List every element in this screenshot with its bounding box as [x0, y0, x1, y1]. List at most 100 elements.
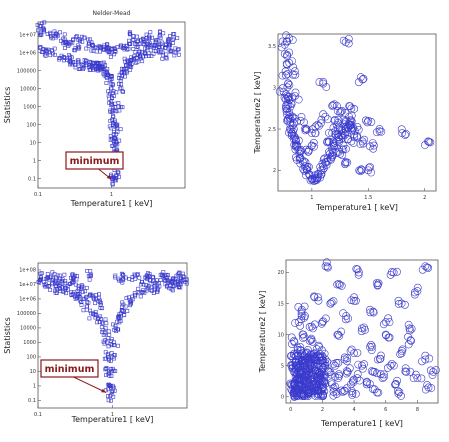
data-point-overplot — [180, 279, 185, 283]
data-point — [394, 389, 403, 398]
data-point-overplot — [89, 60, 94, 65]
data-point-overplot — [153, 280, 158, 285]
data-point-overplot — [317, 119, 325, 128]
data-point-overplot — [94, 49, 99, 54]
data-point — [144, 32, 149, 37]
data-point-overplot — [172, 32, 177, 36]
data-point-overplot — [421, 351, 430, 360]
data-point-overplot — [73, 273, 77, 278]
chart-panel-4: 0 2 4 6 8 0 5 10 15 20 Temperature1 [ keV] Temperat… — [258, 258, 440, 428]
data-point-overplot — [283, 52, 292, 60]
data-point-overplot — [87, 277, 92, 282]
data-point-overplot — [287, 340, 296, 348]
data-point-overplot — [120, 308, 125, 313]
data-point-overplot — [383, 363, 392, 372]
data-point-overplot — [86, 273, 91, 278]
data-point-overplot — [112, 388, 117, 393]
data-point-overplot — [373, 388, 381, 397]
y-tick-label: 2 — [273, 168, 276, 174]
data-point-overplot — [177, 271, 181, 276]
data-point-overplot — [98, 314, 103, 319]
x-tick-label: 0.1 — [34, 412, 42, 418]
data-point-overplot — [121, 309, 126, 314]
data-point-overplot — [305, 145, 314, 154]
data-point-overplot — [393, 387, 402, 395]
data-point-overplot — [335, 370, 343, 379]
data-point-overplot — [151, 51, 156, 56]
data-point-overplot — [334, 118, 342, 127]
data-point-overplot — [347, 111, 356, 120]
data-point-overplot — [105, 394, 110, 399]
data-point-overplot — [353, 123, 362, 131]
data-point-overplot — [52, 52, 57, 57]
data-point-overplot — [108, 119, 113, 123]
data-point-overplot — [353, 370, 362, 379]
data-point-overplot — [109, 73, 114, 78]
data-point-overplot — [98, 44, 102, 49]
data-point-overplot — [109, 103, 114, 108]
data-point-overplot — [133, 42, 137, 46]
data-point-overplot — [128, 32, 132, 37]
x-tick-label: 0.1 — [34, 192, 42, 198]
data-point-overplot — [115, 319, 119, 324]
data-point-overplot — [423, 381, 432, 389]
data-point-overplot — [103, 317, 108, 322]
annotation-text: minimum — [45, 364, 95, 375]
y-tick-label: 1e+06 — [19, 297, 36, 303]
data-point-overplot — [322, 258, 331, 267]
data-point — [386, 361, 395, 370]
data-point-overplot — [334, 359, 343, 367]
data-point-overplot — [57, 273, 62, 278]
data-point-overplot — [45, 272, 50, 276]
data-point-overplot — [297, 357, 306, 366]
data-point-overplot — [319, 391, 327, 400]
data-point-overplot — [77, 291, 82, 296]
data-point-overplot — [166, 38, 171, 43]
data-point-overplot — [367, 168, 376, 177]
data-point-overplot — [294, 303, 303, 311]
data-point-overplot — [314, 296, 323, 305]
data-points — [35, 20, 181, 187]
data-point-overplot — [315, 78, 324, 86]
data-point-overplot — [293, 351, 302, 360]
data-points — [36, 268, 189, 403]
data-point-overplot — [291, 140, 300, 149]
data-point-overplot — [314, 122, 323, 130]
data-point-overplot — [141, 288, 146, 293]
data-point-overplot — [102, 341, 107, 346]
data-point-overplot — [421, 141, 429, 149]
data-point-overplot — [112, 46, 117, 51]
data-point-overplot — [397, 125, 406, 134]
data-point-overplot — [389, 361, 398, 370]
data-point-overplot — [320, 154, 329, 163]
data-point-overplot — [329, 142, 338, 150]
data-point-overplot — [324, 128, 333, 137]
data-point-overplot — [325, 148, 333, 156]
data-point-overplot — [135, 59, 140, 64]
data-point-overplot — [323, 262, 332, 271]
data-point-overplot — [313, 391, 322, 400]
data-point-overplot — [296, 375, 305, 384]
annotation-arrowhead — [101, 388, 107, 393]
annotation-box — [65, 151, 124, 170]
data-point-overplot — [354, 360, 363, 369]
data-point-overplot — [359, 139, 368, 148]
data-point-overplot — [282, 37, 291, 46]
data-point-overplot — [146, 54, 151, 58]
x-tick-label: 1 — [310, 195, 313, 201]
data-point-overplot — [71, 37, 76, 42]
data-point-overplot — [133, 292, 138, 297]
data-point-overplot — [304, 375, 313, 384]
data-point-overplot — [281, 67, 290, 76]
data-point-overplot — [106, 329, 111, 334]
data-point-overplot — [107, 49, 112, 54]
data-point-overplot — [108, 86, 113, 91]
data-point-overplot — [387, 268, 396, 276]
data-point-overplot — [148, 48, 153, 53]
data-point-overplot — [91, 65, 96, 70]
data-point-overplot — [97, 292, 101, 297]
data-point-overplot — [311, 129, 320, 138]
data-point-overplot — [115, 130, 120, 134]
data-point-overplot — [38, 24, 42, 28]
data-point-overplot — [86, 300, 91, 305]
